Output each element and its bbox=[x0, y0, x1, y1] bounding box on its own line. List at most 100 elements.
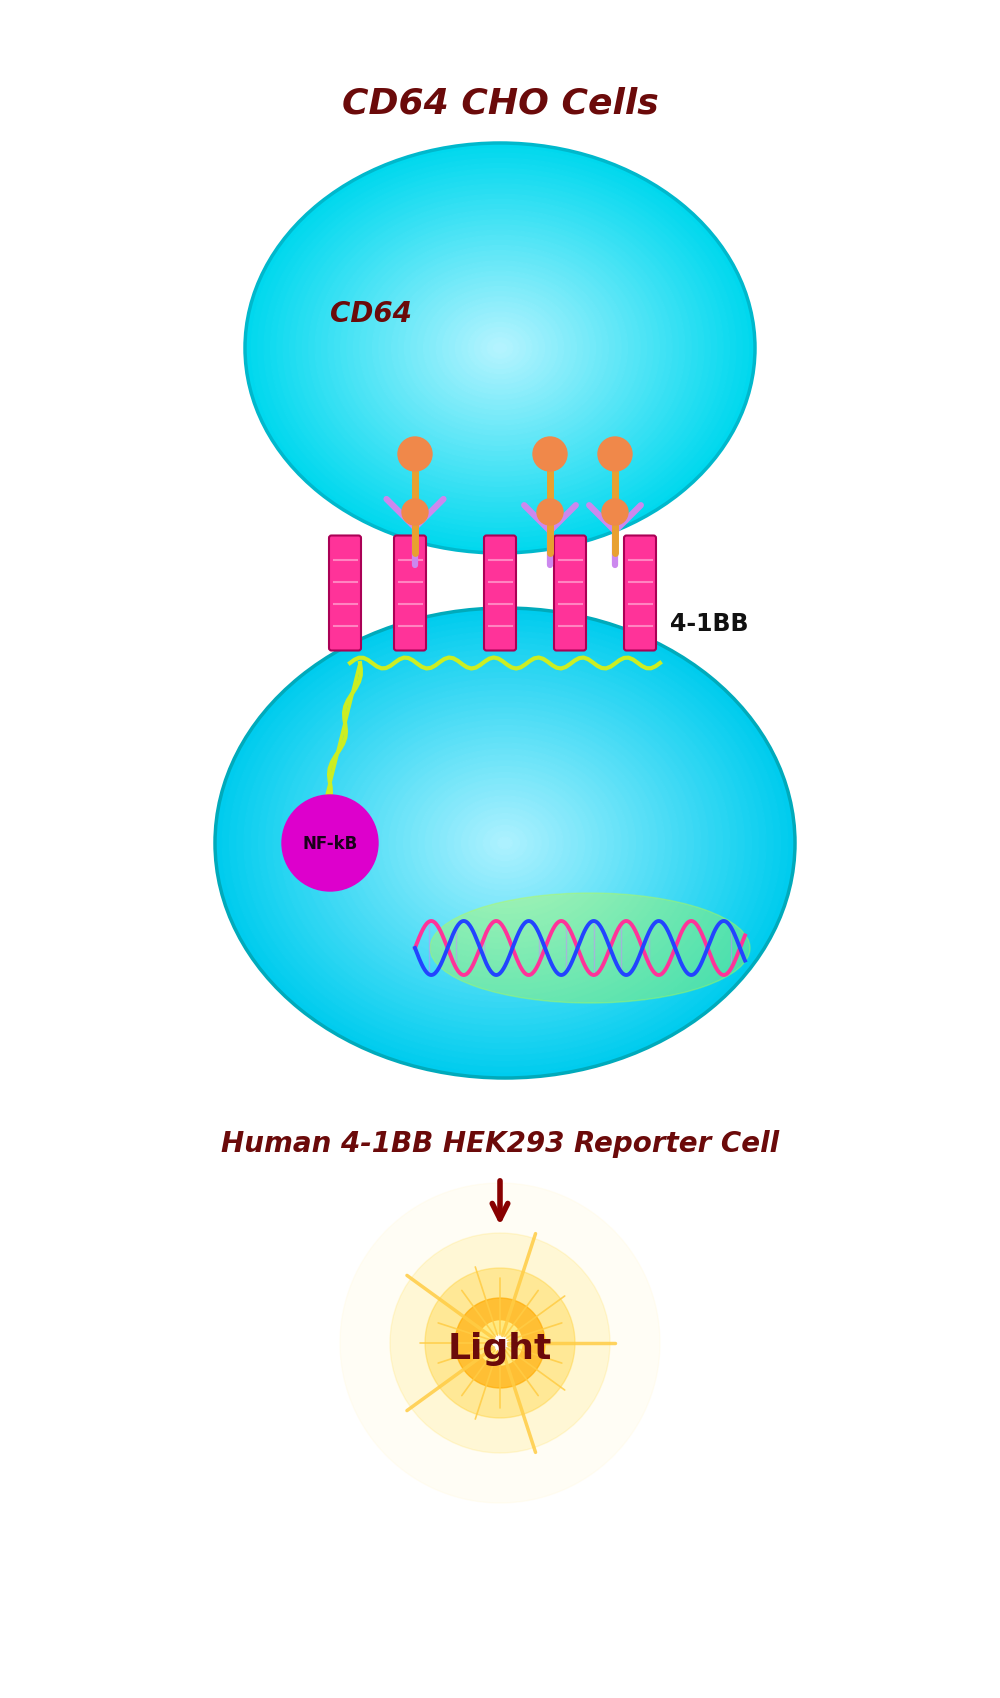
Ellipse shape bbox=[432, 784, 578, 902]
Ellipse shape bbox=[315, 200, 685, 498]
Ellipse shape bbox=[389, 749, 621, 937]
Ellipse shape bbox=[322, 205, 678, 492]
Circle shape bbox=[398, 438, 432, 472]
Ellipse shape bbox=[331, 703, 679, 985]
Text: Light: Light bbox=[448, 1331, 552, 1365]
Circle shape bbox=[492, 1335, 508, 1352]
Ellipse shape bbox=[490, 832, 520, 856]
Circle shape bbox=[390, 1233, 610, 1453]
Ellipse shape bbox=[347, 226, 653, 472]
Ellipse shape bbox=[338, 708, 672, 978]
Ellipse shape bbox=[360, 236, 640, 462]
Circle shape bbox=[598, 438, 632, 472]
Ellipse shape bbox=[288, 667, 722, 1020]
Ellipse shape bbox=[302, 679, 708, 1009]
Ellipse shape bbox=[290, 180, 710, 518]
Ellipse shape bbox=[309, 684, 701, 1002]
Circle shape bbox=[537, 499, 563, 526]
Text: CD64 CHO Cells: CD64 CHO Cells bbox=[342, 87, 658, 121]
Ellipse shape bbox=[417, 282, 583, 416]
Ellipse shape bbox=[360, 727, 650, 961]
Ellipse shape bbox=[251, 638, 759, 1049]
Ellipse shape bbox=[436, 297, 564, 401]
Ellipse shape bbox=[264, 160, 736, 538]
Circle shape bbox=[478, 1321, 522, 1365]
Ellipse shape bbox=[469, 813, 541, 873]
Ellipse shape bbox=[230, 620, 780, 1066]
Circle shape bbox=[282, 796, 378, 891]
Ellipse shape bbox=[475, 328, 526, 368]
Ellipse shape bbox=[404, 761, 606, 925]
Ellipse shape bbox=[418, 773, 592, 914]
Ellipse shape bbox=[483, 825, 527, 861]
Ellipse shape bbox=[341, 221, 659, 477]
Ellipse shape bbox=[498, 837, 512, 849]
Circle shape bbox=[402, 499, 428, 526]
Ellipse shape bbox=[385, 256, 615, 441]
Ellipse shape bbox=[245, 144, 755, 554]
FancyBboxPatch shape bbox=[484, 537, 516, 650]
Circle shape bbox=[533, 438, 567, 472]
Ellipse shape bbox=[411, 277, 589, 421]
Ellipse shape bbox=[353, 720, 657, 966]
Ellipse shape bbox=[215, 608, 795, 1078]
Ellipse shape bbox=[468, 323, 532, 374]
Ellipse shape bbox=[379, 251, 621, 447]
FancyBboxPatch shape bbox=[394, 537, 426, 650]
Ellipse shape bbox=[476, 820, 534, 868]
Ellipse shape bbox=[280, 662, 730, 1026]
Circle shape bbox=[602, 499, 628, 526]
Ellipse shape bbox=[454, 803, 556, 885]
Ellipse shape bbox=[462, 808, 548, 880]
Ellipse shape bbox=[251, 149, 749, 548]
Text: NF-kB: NF-kB bbox=[302, 834, 358, 852]
Ellipse shape bbox=[411, 767, 599, 920]
Ellipse shape bbox=[494, 343, 506, 353]
Ellipse shape bbox=[440, 791, 570, 897]
Ellipse shape bbox=[353, 231, 647, 467]
Ellipse shape bbox=[295, 672, 715, 1014]
Ellipse shape bbox=[430, 292, 570, 406]
Ellipse shape bbox=[237, 627, 773, 1061]
Ellipse shape bbox=[481, 333, 519, 363]
Ellipse shape bbox=[455, 312, 545, 385]
Ellipse shape bbox=[382, 744, 628, 944]
Circle shape bbox=[425, 1268, 575, 1418]
Ellipse shape bbox=[296, 185, 704, 513]
Ellipse shape bbox=[316, 691, 694, 997]
Ellipse shape bbox=[283, 175, 717, 523]
Ellipse shape bbox=[367, 732, 643, 954]
Ellipse shape bbox=[374, 739, 636, 949]
FancyBboxPatch shape bbox=[624, 537, 656, 650]
Ellipse shape bbox=[424, 287, 576, 411]
FancyBboxPatch shape bbox=[554, 537, 586, 650]
Circle shape bbox=[455, 1299, 545, 1389]
Ellipse shape bbox=[258, 644, 752, 1043]
Ellipse shape bbox=[270, 165, 730, 533]
Ellipse shape bbox=[449, 307, 551, 391]
Ellipse shape bbox=[392, 261, 608, 436]
Ellipse shape bbox=[425, 779, 585, 908]
Text: Human 4-1BB HEK293 Reporter Cell: Human 4-1BB HEK293 Reporter Cell bbox=[221, 1129, 779, 1158]
Ellipse shape bbox=[266, 650, 744, 1037]
Ellipse shape bbox=[346, 715, 664, 973]
Ellipse shape bbox=[334, 216, 666, 482]
Ellipse shape bbox=[324, 696, 686, 990]
Ellipse shape bbox=[302, 190, 698, 508]
Ellipse shape bbox=[222, 615, 788, 1073]
Ellipse shape bbox=[398, 267, 602, 431]
Ellipse shape bbox=[404, 272, 596, 426]
Ellipse shape bbox=[443, 302, 557, 396]
Ellipse shape bbox=[447, 796, 563, 890]
Ellipse shape bbox=[487, 338, 513, 358]
Ellipse shape bbox=[430, 893, 750, 1004]
Ellipse shape bbox=[462, 318, 538, 380]
Ellipse shape bbox=[396, 756, 614, 932]
Ellipse shape bbox=[366, 241, 634, 457]
FancyBboxPatch shape bbox=[329, 537, 361, 650]
Ellipse shape bbox=[258, 155, 742, 543]
Ellipse shape bbox=[277, 170, 723, 528]
Ellipse shape bbox=[244, 632, 766, 1054]
Ellipse shape bbox=[309, 195, 691, 503]
Ellipse shape bbox=[273, 655, 737, 1031]
